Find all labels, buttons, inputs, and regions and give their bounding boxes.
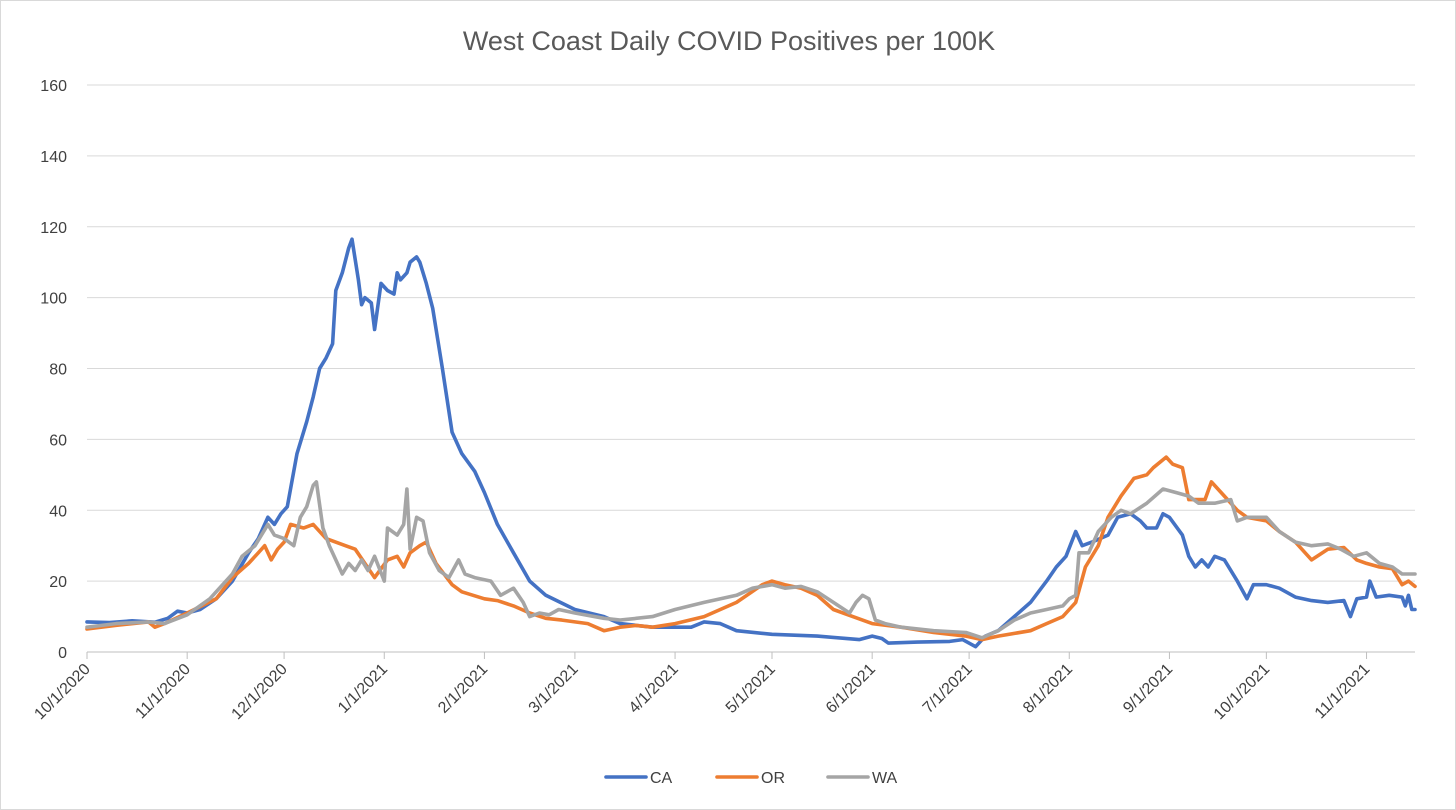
x-tick-label: 9/1/2021 [1120,661,1176,717]
x-tick-label: 3/1/2021 [526,661,582,717]
x-tick-label: 5/1/2021 [723,661,779,717]
x-tick-label: 7/1/2021 [920,661,976,717]
y-tick-label: 20 [49,574,67,591]
x-tick-label: 10/1/2021 [1211,661,1273,723]
y-tick-label: 40 [49,503,67,520]
legend: CA OR WA [604,770,898,787]
x-tick-label: 12/1/2020 [229,661,291,723]
y-tick-label: 80 [49,362,67,379]
series-line-or [85,455,1417,642]
x-tick-label: 8/1/2021 [1020,661,1076,717]
series-line-wa [85,480,1417,640]
y-tick-label: 140 [40,149,67,166]
x-tick-label: 11/1/2021 [1312,661,1374,723]
x-tick-label: 6/1/2021 [823,661,879,717]
x-tick-label: 2/1/2021 [435,661,491,717]
y-tick-label: 0 [58,645,67,662]
series-line-ca [85,237,1417,649]
legend-label-ca: CA [650,770,673,787]
x-tick-label: 4/1/2021 [626,661,682,717]
legend-label-or: OR [761,770,785,787]
chart-title: West Coast Daily COVID Positives per 100… [463,26,995,56]
y-tick-label: 100 [40,291,67,308]
gridlines [87,84,1415,653]
x-tick-label: 1/1/2021 [335,661,391,717]
series-lines [85,237,1417,649]
y-tick-label: 60 [49,432,67,449]
y-tick-label: 120 [40,220,67,237]
y-axis-ticks: 0 20 40 60 80 100 120 140 160 [40,78,67,662]
y-tick-label: 160 [40,78,67,95]
x-tick-label: 10/1/2020 [31,661,93,723]
legend-label-wa: WA [872,770,898,787]
x-tick-label: 11/1/2020 [132,661,194,723]
x-axis-ticks: 10/1/2020 11/1/2020 12/1/2020 1/1/2021 2/1/2… [31,652,1373,723]
